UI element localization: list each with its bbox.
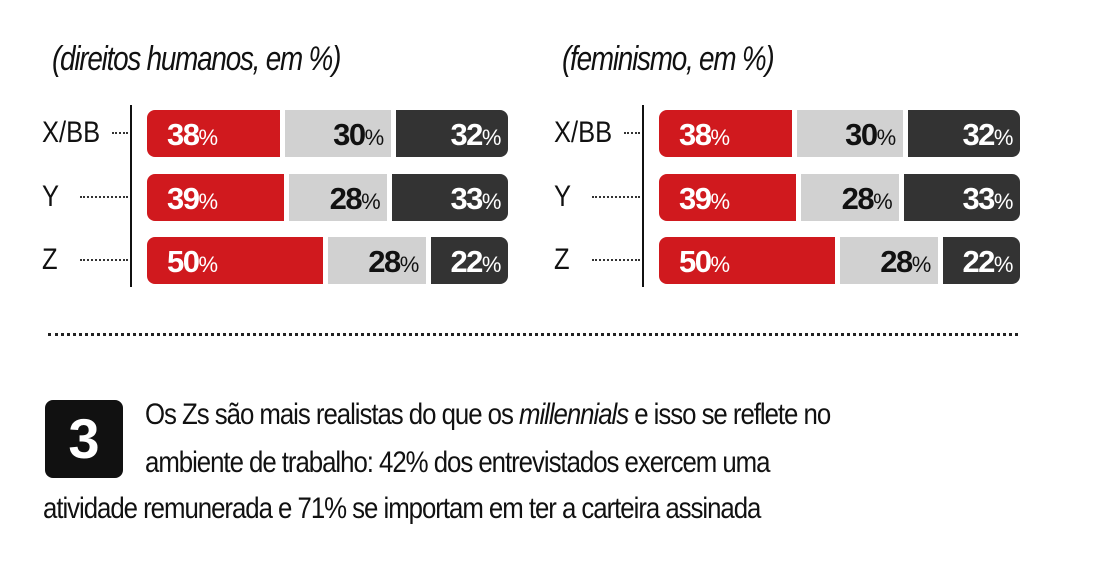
bar-segment: 22% [430,237,508,284]
category-label: Z [554,243,570,276]
leader-dots [80,196,128,198]
data-label: 30% [845,117,896,152]
bar-segment: 30% [285,110,391,157]
bar-segment: 38% [659,110,793,157]
bar-segment: 30% [797,110,903,157]
bar-segment: 33% [904,174,1020,221]
data-label: 28% [368,244,419,279]
data-label: 22% [450,244,501,279]
bar-segment: 38% [147,110,281,157]
category-label: Y [42,180,60,213]
item-text-line-1: Os Zs são mais realistas do que os mille… [145,398,831,432]
category-label: X/BB [554,116,613,149]
category-label: Z [42,243,58,276]
data-label: 30% [333,117,384,152]
data-label: 32% [962,117,1013,152]
bar-segment: 33% [392,174,508,221]
bar-segment: 32% [907,110,1020,157]
section-divider [48,333,1018,336]
item-text-line-3: atividade remunerada e 71% se importam e… [43,492,761,525]
data-label: 32% [450,117,501,152]
leader-dots [80,259,128,261]
bar-segment: 22% [942,237,1020,284]
bar-segment: 39% [147,174,284,221]
text: e isso se reflete no [628,398,831,431]
data-label: 39% [679,181,730,216]
data-label: 50% [167,244,218,279]
bar-segment: 28% [839,237,938,284]
data-label: 33% [450,181,501,216]
bar-segment: 28% [327,237,426,284]
category-label: X/BB [42,116,101,149]
item-number-badge: 3 [45,400,123,478]
data-label: 22% [962,244,1013,279]
leader-dots [112,132,128,134]
chart-direitos-humanos: X/BB 38% 30% 32% Y 39% 28% 33% Z 50% 28% 22% [0,100,520,295]
text: Os Zs são mais realistas do que os [145,398,519,431]
bar-segment: 32% [395,110,508,157]
bar-segment: 50% [659,237,835,284]
y-axis-line [130,105,132,287]
data-label: 33% [962,181,1013,216]
category-label: Y [554,180,572,213]
leader-dots [592,259,640,261]
data-label: 38% [167,117,218,152]
leader-dots [624,132,640,134]
data-label: 38% [679,117,730,152]
item-text-line-2: ambiente de trabalho: 42% dos entrevista… [145,446,770,479]
chart-feminismo: X/BB 38% 30% 32% Y 39% 28% 33% Z 50% 28% 22% [512,100,1032,295]
bar-segment: 39% [659,174,796,221]
bar-segment: 50% [147,237,323,284]
data-label: 50% [679,244,730,279]
leader-dots [592,196,640,198]
text-emphasis: millennials [518,398,629,431]
y-axis-line [642,105,644,287]
data-label: 28% [329,181,381,216]
bar-segment: 28% [800,174,900,221]
data-label: 39% [167,181,218,216]
bar-segment: 28% [288,174,388,221]
data-label: 28% [880,244,931,279]
chart-subtitle-1: (direitos humanos, em %) [52,40,341,78]
chart-subtitle-2: (feminismo, em %) [562,40,775,78]
data-label: 28% [841,181,893,216]
